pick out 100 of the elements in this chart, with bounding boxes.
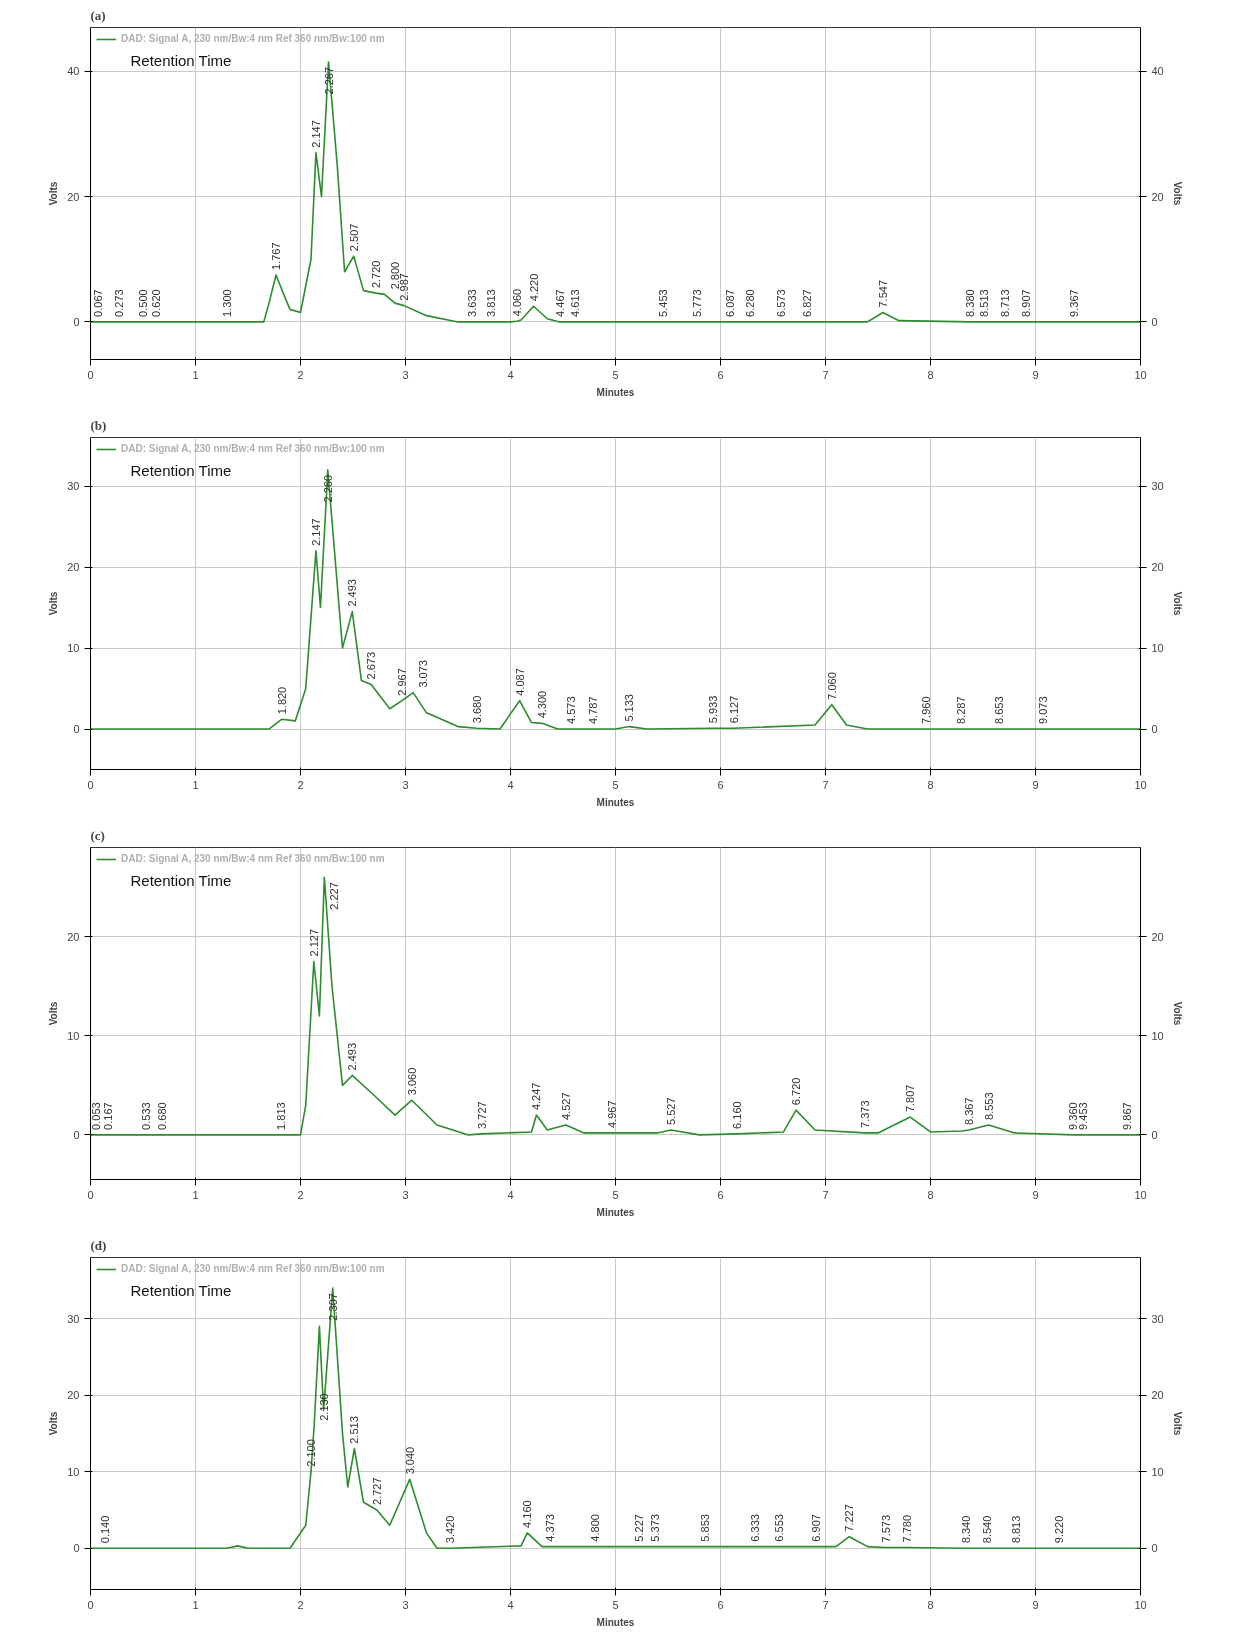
annotation: 8.340 bbox=[960, 1515, 973, 1544]
annotation: 4.247 bbox=[530, 1082, 543, 1111]
annotation: 2.987 bbox=[398, 273, 411, 301]
x-axis-title: Minutes bbox=[596, 796, 635, 808]
y2-tick-label: 20 bbox=[1151, 190, 1164, 203]
y-tick-label: 30 bbox=[67, 1312, 80, 1325]
annotation: 4.613 bbox=[568, 289, 581, 317]
annotation: 9.867 bbox=[1120, 1102, 1133, 1130]
annotation: 0.067 bbox=[91, 289, 104, 317]
annotation: 0.273 bbox=[113, 289, 126, 317]
x-tick-label: 1 bbox=[192, 1188, 199, 1201]
x-tick-label: 2 bbox=[297, 368, 304, 381]
annotation: 7.960 bbox=[920, 696, 933, 725]
annotation: 7.807 bbox=[904, 1084, 917, 1113]
annotation: 8.540 bbox=[981, 1515, 994, 1544]
y-tick-label: 10 bbox=[67, 1029, 80, 1042]
annotation: 2.800 bbox=[388, 261, 401, 290]
x-tick-label: 9 bbox=[1032, 1188, 1039, 1201]
x-tick-label: 0 bbox=[87, 778, 94, 791]
y-axis-title: Volts bbox=[48, 181, 60, 206]
annotation: 0.053 bbox=[90, 1102, 103, 1130]
x-tick-label: 9 bbox=[1032, 368, 1039, 381]
annotation: 9.073 bbox=[1037, 696, 1050, 725]
y2-tick-label: 20 bbox=[1151, 561, 1164, 574]
chart-title: (c) bbox=[90, 827, 105, 843]
y2-axis-title: Volts bbox=[1171, 181, 1183, 206]
y-tick-label: 30 bbox=[67, 480, 80, 493]
annotation: 2.147 bbox=[309, 120, 322, 148]
y2-tick-label: 30 bbox=[1151, 1312, 1164, 1325]
y2-tick-label: 10 bbox=[1151, 642, 1164, 655]
y2-tick-label: 40 bbox=[1151, 65, 1164, 78]
y-tick-label: 20 bbox=[67, 1389, 80, 1402]
annotation: 3.727 bbox=[475, 1101, 488, 1129]
line-series bbox=[90, 876, 1141, 1136]
annotation: 3.680 bbox=[470, 695, 483, 724]
annotation: 4.967 bbox=[606, 1100, 619, 1128]
annotation: 3.073 bbox=[417, 660, 430, 688]
x-tick-label: 8 bbox=[927, 368, 934, 381]
annotation: 1.820 bbox=[275, 686, 288, 715]
x-tick-label: 7 bbox=[822, 778, 829, 791]
annotation: 7.573 bbox=[879, 1514, 892, 1543]
annotation: 2.507 bbox=[347, 223, 360, 252]
annotation: 8.907 bbox=[1019, 289, 1032, 317]
x-tick-label: 1 bbox=[192, 368, 199, 381]
x-tick-label: 3 bbox=[402, 778, 409, 791]
annotation: 4.220 bbox=[527, 273, 540, 302]
x-tick-label: 1 bbox=[192, 778, 199, 791]
annotation: 4.060 bbox=[510, 288, 523, 317]
x-tick-label: 6 bbox=[717, 1598, 724, 1611]
y2-tick-label: 10 bbox=[1151, 1465, 1164, 1478]
x-tick-label: 9 bbox=[1032, 1598, 1039, 1611]
x-tick-label: 5 bbox=[612, 778, 619, 791]
annotation: 4.087 bbox=[513, 668, 526, 696]
x-tick-label: 6 bbox=[717, 368, 724, 381]
x-tick-label: 5 bbox=[612, 1598, 619, 1611]
annotation: 1.767 bbox=[270, 242, 283, 270]
annotation: 7.060 bbox=[825, 672, 838, 700]
y-tick-label: 0 bbox=[73, 723, 80, 736]
annotation: 1.813 bbox=[274, 1102, 287, 1130]
annotation: 2.493 bbox=[346, 1042, 359, 1071]
annotation: 8.287 bbox=[954, 696, 967, 725]
annotation: 8.367 bbox=[963, 1097, 976, 1125]
annotation: 0.140 bbox=[99, 1515, 112, 1544]
x-tick-label: 2 bbox=[297, 1598, 304, 1611]
annotation: 4.160 bbox=[521, 1500, 534, 1528]
x-tick-label: 4 bbox=[507, 1598, 514, 1611]
x-tick-label: 6 bbox=[717, 1188, 724, 1201]
annotation: 6.087 bbox=[723, 289, 736, 317]
y2-axis-title: Volts bbox=[1171, 591, 1183, 616]
x-tick-label: 6 bbox=[717, 778, 724, 791]
annotation: 2.720 bbox=[370, 260, 383, 289]
y-axis-title: Volts bbox=[48, 1001, 60, 1026]
y-tick-label: 10 bbox=[67, 642, 80, 655]
x-tick-label: 2 bbox=[297, 1188, 304, 1201]
y2-tick-label: 20 bbox=[1151, 930, 1164, 943]
x-tick-label: 4 bbox=[507, 778, 514, 791]
annotation: 6.127 bbox=[727, 695, 740, 724]
y2-tick-label: 0 bbox=[1151, 1542, 1158, 1555]
y2-tick-label: 0 bbox=[1151, 315, 1158, 328]
annotation: Retention Time bbox=[130, 871, 232, 889]
annotation: 7.780 bbox=[901, 1514, 914, 1543]
annotation: 0.167 bbox=[102, 1102, 115, 1130]
x-tick-label: 7 bbox=[822, 1598, 829, 1611]
x-tick-label: 5 bbox=[612, 1188, 619, 1201]
x-axis-title: Minutes bbox=[596, 1206, 635, 1218]
annotation: 4.527 bbox=[559, 1092, 572, 1120]
annotation: 1.300 bbox=[221, 289, 233, 317]
x-tick-label: 0 bbox=[87, 368, 94, 381]
annotation: 4.373 bbox=[543, 1514, 556, 1542]
annotation: 9.220 bbox=[1052, 1515, 1065, 1544]
annotation: 4.787 bbox=[587, 696, 600, 725]
legend-label: DAD: Signal A, 230 nm/Bw:4 nm Ref 360 nm/Bw:100 nm bbox=[121, 33, 385, 44]
annotation: 2.260 bbox=[321, 474, 334, 503]
annotation: 5.453 bbox=[657, 289, 670, 317]
annotation: 3.040 bbox=[403, 1446, 416, 1475]
y2-tick-label: 0 bbox=[1151, 723, 1158, 736]
annotation: 4.300 bbox=[536, 690, 548, 719]
x-tick-label: 3 bbox=[402, 1188, 409, 1201]
annotation: Retention Time bbox=[130, 51, 232, 69]
x-tick-label: 7 bbox=[822, 368, 829, 381]
